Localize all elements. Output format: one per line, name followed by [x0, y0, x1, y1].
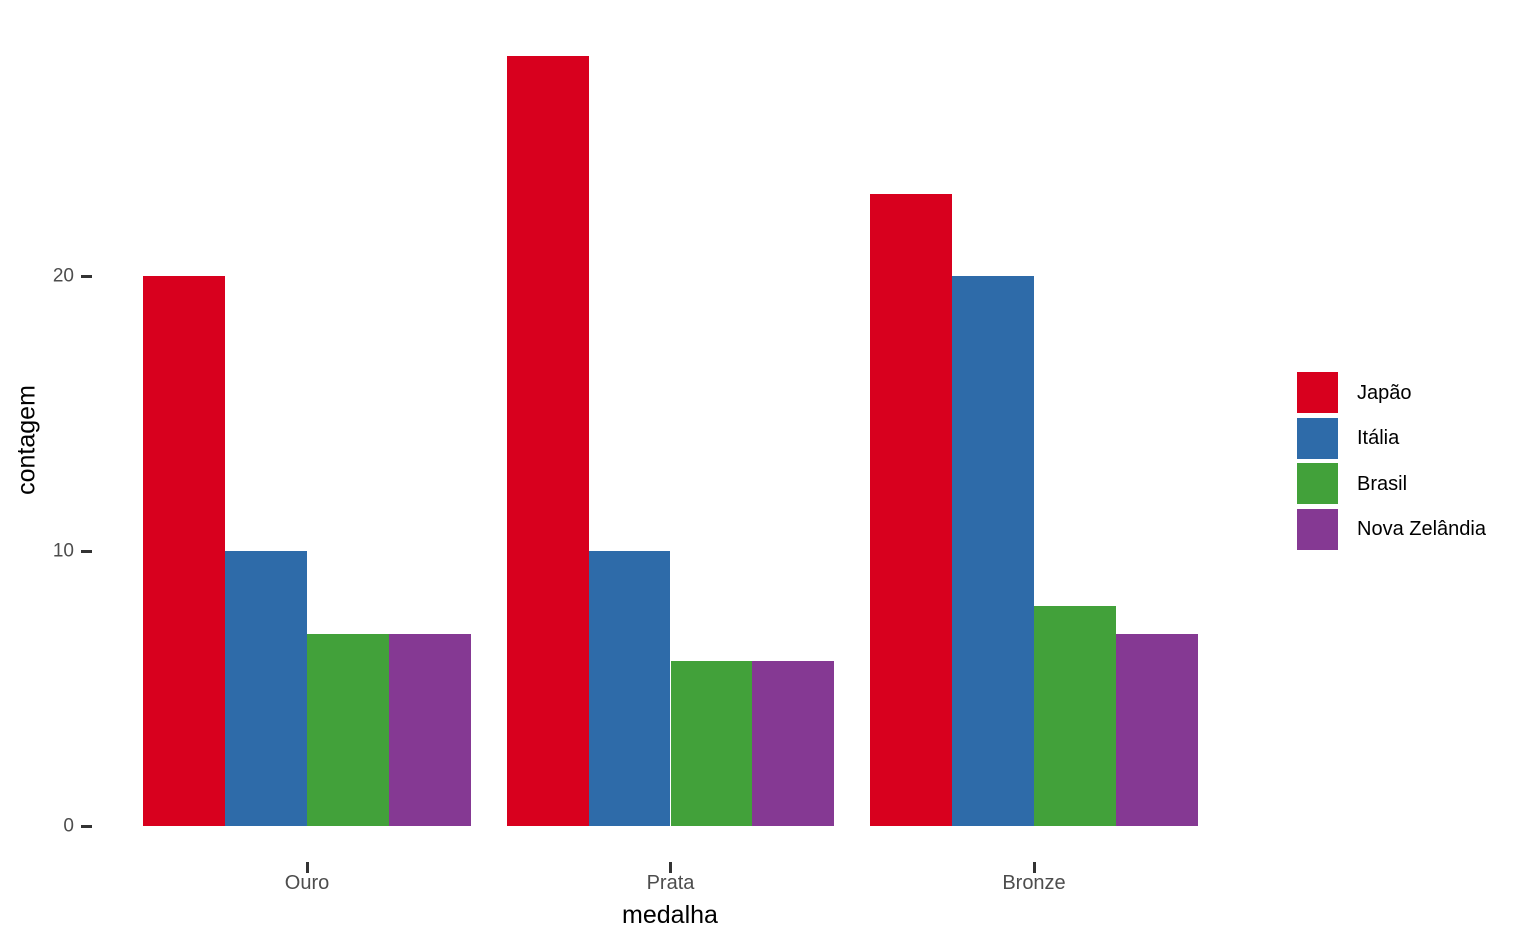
x-tick-ouro	[305, 862, 309, 873]
legend-item-brasil: Brasil	[1297, 463, 1407, 504]
legend-label-italia: Itália	[1357, 427, 1400, 449]
bar-italia-prata	[588, 551, 671, 826]
x-tick-bronze	[1032, 862, 1036, 873]
bar-brasil-prata	[670, 661, 753, 826]
bar-nova-zelandia-ouro	[388, 633, 471, 826]
y-tick-label-20: 20	[52, 265, 74, 287]
y-tick-label-10: 10	[52, 540, 74, 562]
legend-key-nova-zelandia	[1297, 508, 1338, 550]
bar-italia-bronze	[952, 276, 1034, 826]
y-axis-title: contagem	[12, 385, 41, 495]
bar-italia-ouro	[225, 551, 307, 826]
legend-item-japao: Japão	[1297, 372, 1412, 413]
x-tick-prata	[669, 862, 672, 873]
y-tick-label-0: 0	[63, 815, 74, 837]
bar-nova-zelandia-bronze	[1115, 633, 1198, 826]
legend-item-nova-zelandia: Nova Zelândia	[1297, 508, 1486, 550]
bar-brasil-ouro	[307, 633, 389, 826]
legend-item-italia: Itália	[1297, 417, 1400, 459]
bar-brasil-bronze	[1034, 606, 1116, 826]
x-tick-label-bronze: Bronze	[1002, 872, 1066, 894]
legend-label-japao: Japão	[1357, 381, 1412, 404]
legend-key-italia	[1297, 417, 1338, 459]
x-axis-title: medalha	[622, 901, 718, 929]
y-tick-0	[81, 824, 92, 828]
x-tick-label-ouro: Ouro	[284, 872, 330, 894]
bar-nova-zelandia-prata	[752, 661, 835, 826]
bar-japao-ouro	[143, 276, 226, 826]
legend-key-japao	[1297, 372, 1338, 413]
x-tick-label-prata: Prata	[646, 872, 695, 894]
bar-japao-bronze	[870, 193, 953, 826]
y-tick-10	[81, 549, 92, 553]
y-tick-20	[81, 274, 92, 278]
legend-label-nova-zelandia: Nova Zelândia	[1357, 518, 1486, 540]
legend-key-brasil	[1297, 463, 1338, 504]
legend-label-brasil: Brasil	[1357, 472, 1408, 495]
bar-japao-prata	[506, 56, 589, 826]
